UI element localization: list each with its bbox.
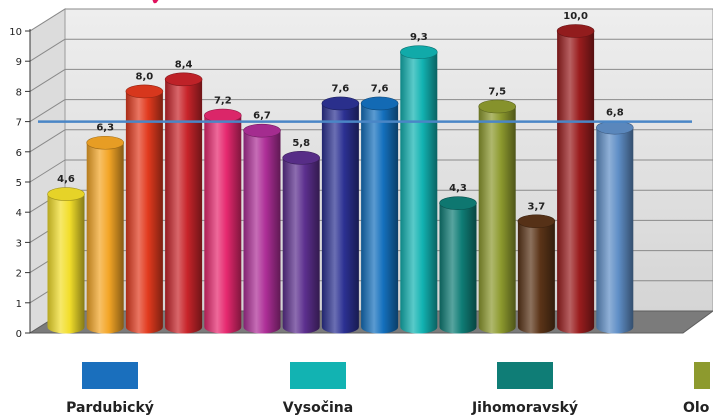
bar-top (164, 72, 203, 87)
bar (361, 103, 399, 334)
data-label: 7,5 (488, 87, 506, 98)
y-tick-label: 3 (16, 238, 22, 249)
data-label: 6,3 (96, 123, 114, 134)
bar-top (47, 187, 85, 201)
bar (478, 106, 516, 334)
bar (400, 52, 438, 334)
bar-top (282, 151, 321, 165)
legend-item: Pardubický (40, 362, 180, 416)
gridline (29, 129, 66, 153)
data-label: 9,3 (410, 32, 428, 43)
y-tick-label: 1 (16, 299, 22, 310)
data-label: 8,0 (136, 71, 154, 82)
data-label: 8,4 (175, 59, 193, 70)
bar (125, 91, 163, 334)
gridline (29, 68, 66, 92)
data-label: 7,6 (332, 83, 350, 94)
data-label: 4,3 (449, 183, 467, 194)
legend-label: Pardubický (66, 400, 154, 416)
gridline (29, 99, 66, 123)
data-label: 4,6 (57, 174, 75, 185)
legend-label: Olo (683, 400, 710, 416)
bar (204, 115, 242, 334)
bar (243, 130, 281, 334)
legend-swatch (290, 362, 346, 389)
bar (282, 157, 320, 334)
bar (47, 194, 85, 334)
legend-swatch (82, 362, 138, 389)
data-label: 3,7 (528, 201, 546, 212)
data-label: 7,6 (371, 83, 389, 94)
bar-top (321, 96, 360, 111)
gridline (29, 8, 66, 32)
legend-label: Vysočina (282, 400, 354, 416)
y-tick-label: 6 (16, 148, 22, 159)
y-tick-label: 10 (9, 27, 22, 38)
bar-top (556, 24, 595, 38)
bar-top (86, 135, 124, 150)
bar (165, 79, 203, 334)
bar (517, 221, 555, 334)
bar-top (399, 45, 438, 59)
bar (321, 103, 359, 334)
bar-top (478, 99, 517, 114)
legend-swatch (497, 362, 553, 389)
y-tick-label: 8 (16, 87, 22, 98)
bar-top (517, 214, 556, 229)
bar (557, 31, 595, 334)
data-label: 10,0 (563, 11, 588, 22)
bar-top (595, 120, 634, 135)
bar (86, 142, 124, 334)
bar-top (125, 84, 164, 99)
bar-top (243, 123, 281, 138)
data-label: 6,8 (606, 108, 624, 119)
y-tick-label: 7 (16, 118, 22, 129)
gridline (29, 159, 66, 183)
chart-title-fragment: ✔ (150, 0, 240, 5)
y-tick-label: 5 (16, 178, 22, 189)
gridline (29, 38, 66, 62)
data-label: 7,2 (214, 96, 232, 107)
bar-top (204, 108, 242, 123)
y-tick-label: 0 (16, 329, 22, 340)
legend-item: Jihomoravský (455, 362, 595, 416)
bar-top (360, 96, 399, 111)
y-tick-label: 2 (16, 269, 22, 280)
data-label: 6,7 (253, 111, 271, 122)
y-tick-label: 9 (16, 57, 22, 68)
legend-swatch (694, 362, 710, 389)
bar (439, 203, 477, 334)
data-label: 5,8 (292, 138, 310, 149)
bar-top (439, 196, 477, 210)
legend-item: Olo (650, 362, 710, 416)
bar (596, 127, 634, 334)
legend-label: Jihomoravský (471, 400, 579, 416)
legend-item: Vysočina (248, 362, 388, 416)
y-tick-label: 4 (16, 208, 22, 219)
